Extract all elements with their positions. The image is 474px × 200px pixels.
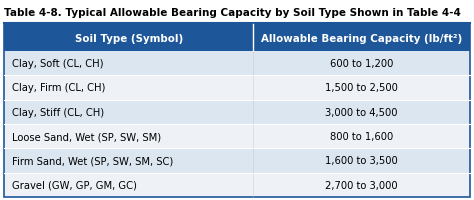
Bar [4,52,253,76]
Text: 2,700 to 3,000: 2,700 to 3,000 [325,180,398,190]
Bar [4,76,253,100]
Text: Allowable Bearing Capacity (lb/ft²): Allowable Bearing Capacity (lb/ft²) [261,33,462,43]
Text: 1,600 to 3,500: 1,600 to 3,500 [325,156,398,166]
Text: 600 to 1,200: 600 to 1,200 [330,59,393,69]
Bar [4,25,470,197]
Bar [4,124,253,149]
Text: Firm Sand, Wet (SP, SW, SM, SC): Firm Sand, Wet (SP, SW, SM, SC) [12,156,173,166]
Bar [253,149,470,173]
Bar [4,149,253,173]
Bar [253,52,470,76]
Bar [4,173,253,197]
Text: Gravel (GW, GP, GM, GC): Gravel (GW, GP, GM, GC) [12,180,137,190]
Text: Loose Sand, Wet (SP, SW, SM): Loose Sand, Wet (SP, SW, SM) [12,132,161,141]
Bar [4,100,253,124]
Text: Table 4-8. Typical Allowable Bearing Capacity by Soil Type Shown in Table 4-4: Table 4-8. Typical Allowable Bearing Cap… [4,8,461,18]
Text: 3,000 to 4,500: 3,000 to 4,500 [326,107,398,117]
Bar [253,25,470,52]
Text: 1,500 to 2,500: 1,500 to 2,500 [325,83,398,93]
Text: Soil Type (Symbol): Soil Type (Symbol) [74,33,183,43]
Bar [253,100,470,124]
Bar [4,25,253,52]
Bar [253,76,470,100]
Text: Clay, Stiff (CL, CH): Clay, Stiff (CL, CH) [12,107,104,117]
Bar [253,173,470,197]
Text: Clay, Soft (CL, CH): Clay, Soft (CL, CH) [12,59,103,69]
Bar [253,124,470,149]
Text: 800 to 1,600: 800 to 1,600 [330,132,393,141]
Text: Clay, Firm (CL, CH): Clay, Firm (CL, CH) [12,83,105,93]
